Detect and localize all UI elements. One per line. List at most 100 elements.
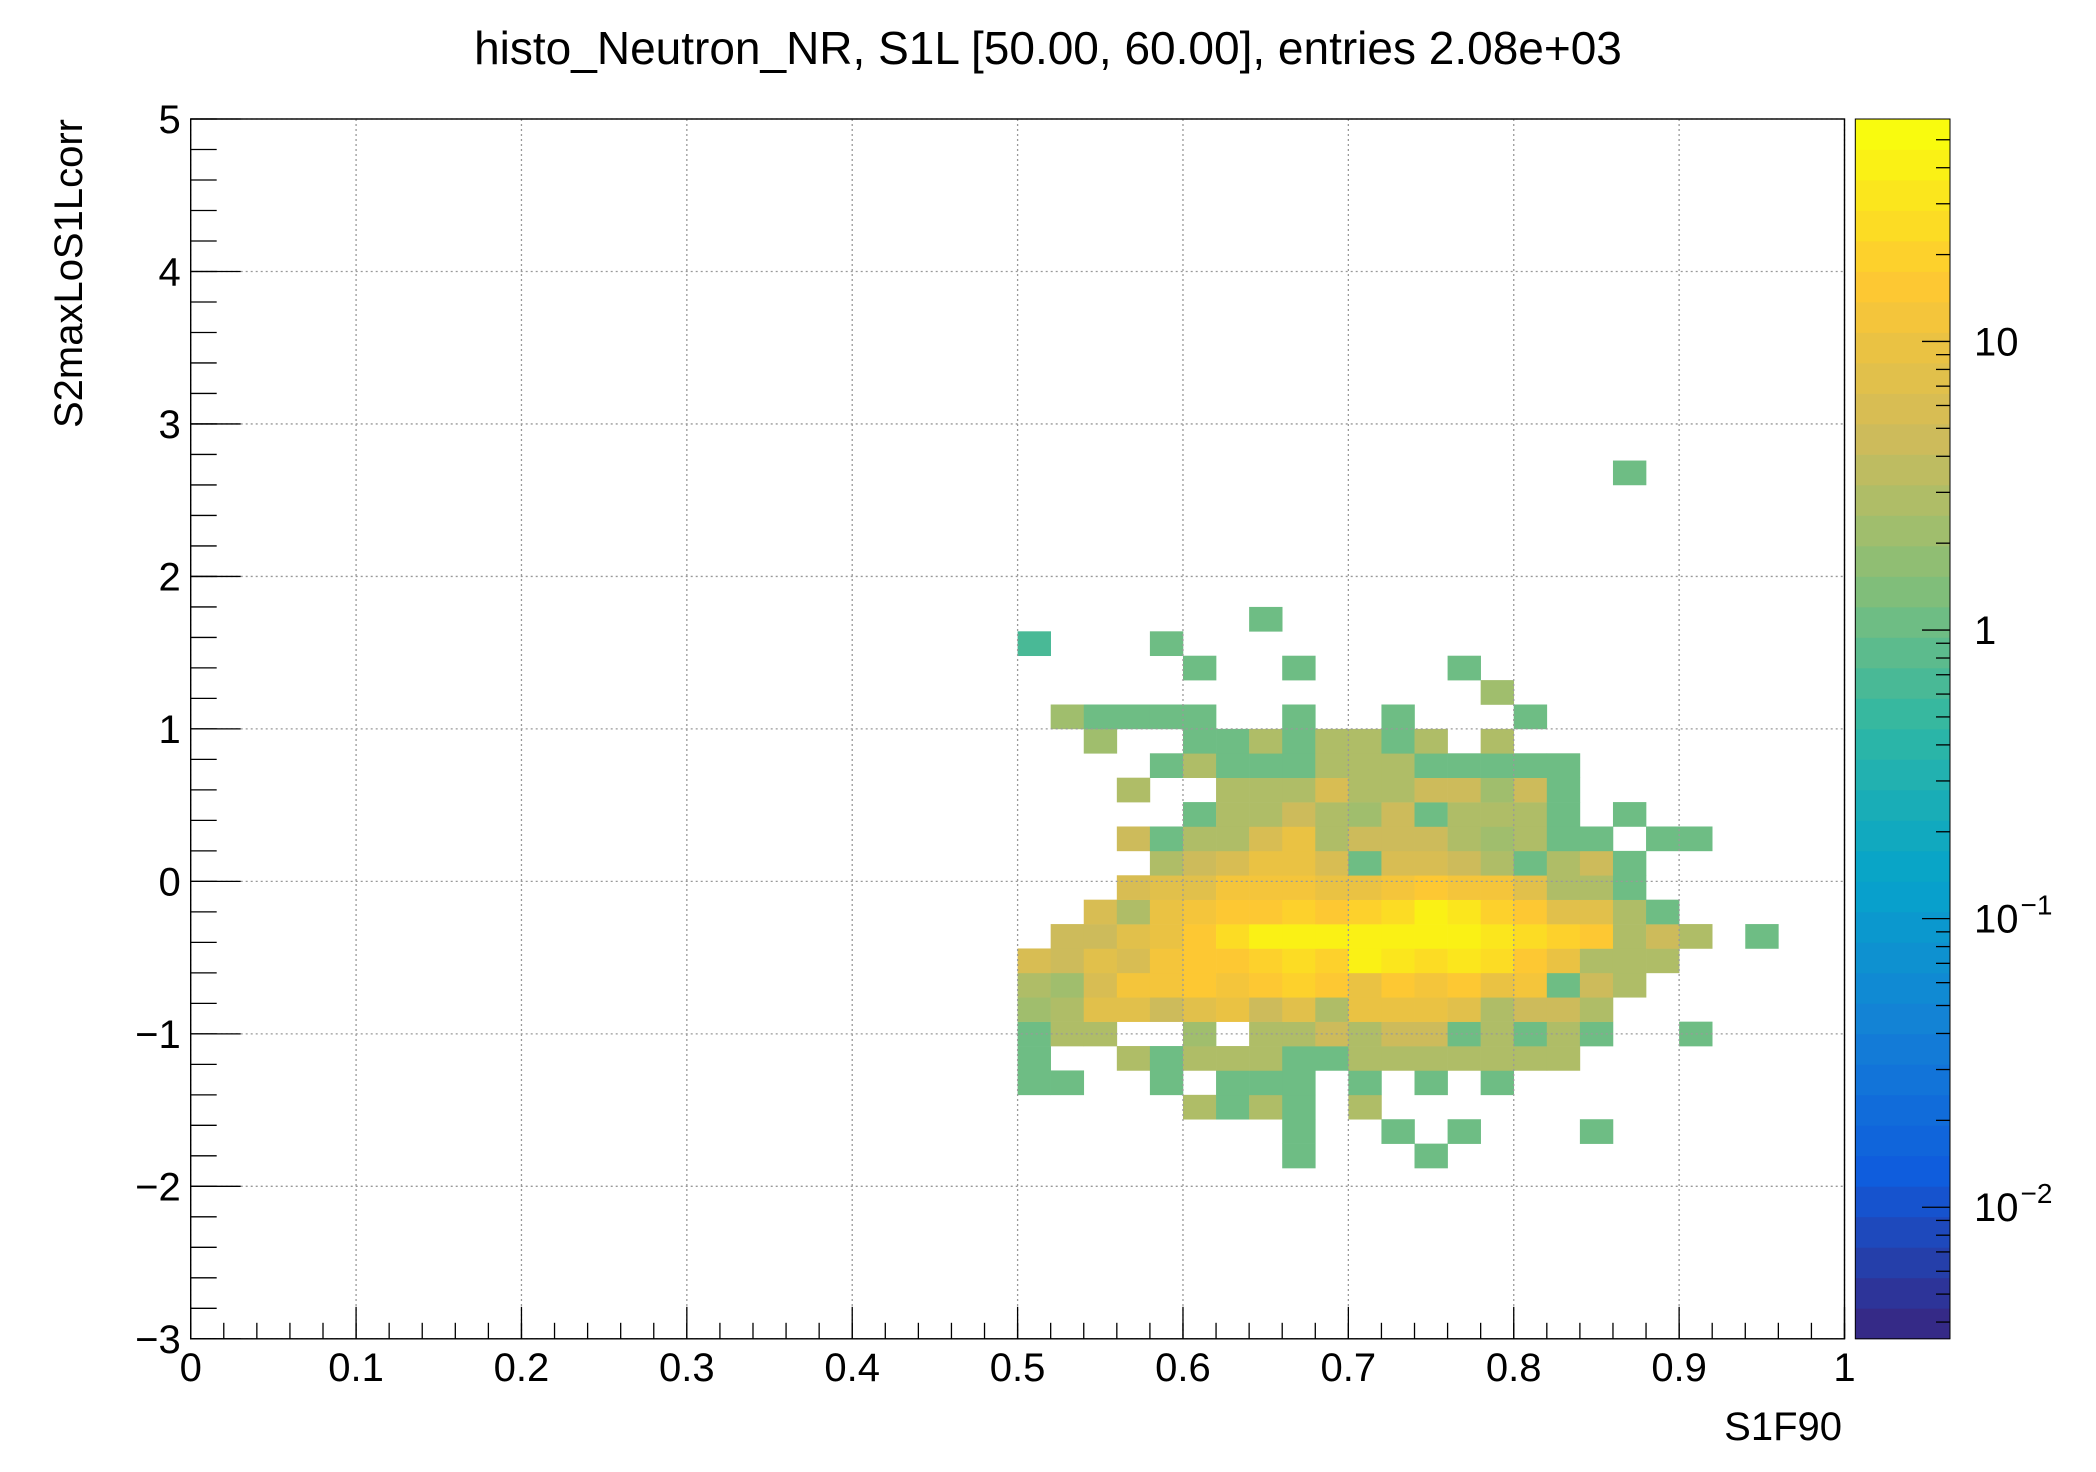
cell (1513, 753, 1548, 778)
cell (1282, 875, 1316, 900)
cell (1249, 948, 1283, 974)
cell (1513, 924, 1548, 949)
cell (1050, 948, 1085, 974)
colorbar-band (1855, 698, 1950, 730)
cell (1315, 875, 1349, 900)
cell (1083, 997, 1118, 1022)
cell (1348, 924, 1382, 949)
cell (1348, 777, 1382, 803)
colorbar-band (1855, 911, 1950, 943)
x-tick-label: 0.6 (1155, 1346, 1211, 1390)
cell (1182, 728, 1217, 754)
cell (1348, 1094, 1382, 1120)
cell (1381, 753, 1415, 778)
colorbar-band (1855, 1125, 1950, 1157)
x-tick-label: 0.1 (328, 1346, 384, 1390)
cell (1480, 924, 1515, 949)
cell (1381, 948, 1415, 974)
cell (1546, 1046, 1581, 1071)
colorbar-band (1855, 1186, 1950, 1218)
colorbar-tick-exponent: −2 (2021, 1178, 2053, 1209)
cell (1282, 1046, 1316, 1071)
colorbar-band (1855, 1247, 1950, 1279)
cell (1182, 1046, 1217, 1071)
cell (1381, 924, 1415, 949)
cell (1216, 899, 1250, 925)
cell (1216, 850, 1250, 876)
cell (1381, 826, 1415, 852)
cell (1546, 948, 1581, 974)
cell (1083, 948, 1118, 974)
cell (1546, 777, 1581, 803)
colorbar-tick-label: 10 (1974, 1186, 2019, 1230)
cell (1149, 948, 1184, 974)
cell (1249, 997, 1283, 1022)
cell (1216, 753, 1250, 778)
cell (1116, 875, 1151, 900)
cell (1480, 680, 1515, 705)
cell (1513, 972, 1548, 998)
cell (1282, 1021, 1316, 1047)
cell (1381, 899, 1415, 925)
cell (1447, 948, 1481, 974)
cell (1182, 997, 1217, 1022)
cell (1315, 997, 1349, 1022)
cell (1249, 875, 1283, 900)
colorbar-band (1855, 789, 1950, 821)
cell (1414, 826, 1448, 852)
cell (1216, 1094, 1250, 1120)
cell (1182, 753, 1217, 778)
cell (1447, 777, 1481, 803)
cell (1017, 631, 1051, 657)
colorbar-band (1855, 179, 1950, 211)
colorbar-band (1855, 271, 1950, 303)
cell (1116, 777, 1151, 803)
colorbar-frame (1854, 118, 1951, 1340)
x-axis-label: S1F90 (1724, 1405, 1842, 1449)
cell (1480, 728, 1515, 754)
chart-title: histo_Neutron_NR, S1L [50.00, 60.00], en… (474, 22, 1622, 74)
x-tick-label: 0.5 (990, 1346, 1046, 1390)
cell (1050, 704, 1085, 730)
cell (1182, 802, 1217, 827)
cell (1513, 948, 1548, 974)
x-tick-label: 0.7 (1321, 1346, 1377, 1390)
cell (1348, 753, 1382, 778)
cell (1116, 924, 1151, 949)
cell (1083, 899, 1118, 925)
cell (1249, 802, 1283, 827)
cell (1480, 875, 1515, 900)
cell (1149, 875, 1184, 900)
cell (1546, 826, 1581, 852)
cell (1414, 802, 1448, 827)
colorbar-band (1855, 637, 1950, 669)
cell (1447, 1046, 1481, 1071)
x-tick-label: 0.3 (659, 1346, 715, 1390)
colorbar-band (1855, 210, 1950, 242)
cell (1381, 875, 1415, 900)
cell (1480, 1046, 1515, 1071)
cell (1282, 704, 1316, 730)
cell (1282, 1070, 1316, 1096)
cell (1646, 948, 1680, 974)
cell (1249, 777, 1283, 803)
colorbar-band (1855, 484, 1950, 516)
cell (1249, 826, 1283, 852)
cell (1414, 777, 1448, 803)
colorbar-band (1855, 667, 1950, 699)
cell (1282, 972, 1316, 998)
cell (1216, 997, 1250, 1022)
cell (1513, 704, 1548, 730)
colorbar-band (1855, 301, 1950, 333)
cell (1447, 1021, 1481, 1047)
colorbar-band (1855, 1033, 1950, 1065)
cell (1579, 972, 1614, 998)
colorbar-band (1855, 119, 1950, 150)
cell (1579, 948, 1614, 974)
cell (1149, 631, 1184, 657)
cell (1249, 850, 1283, 876)
cell (1348, 802, 1382, 827)
cell (1116, 899, 1151, 925)
cell (1612, 899, 1647, 925)
cell (1249, 899, 1283, 925)
